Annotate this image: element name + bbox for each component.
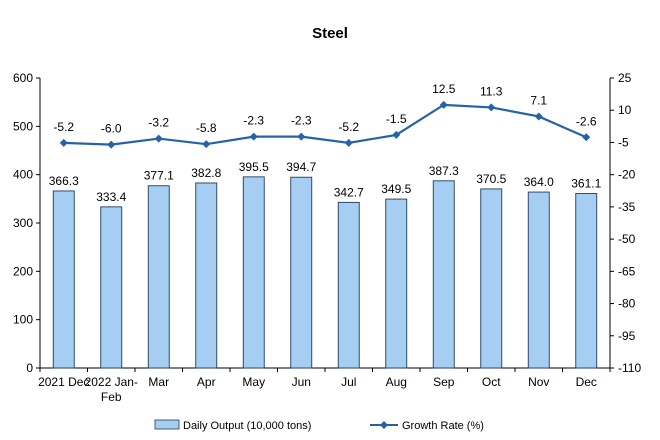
x-tick-label: 2021 Dec xyxy=(38,375,89,389)
y-right-tick-label: 25 xyxy=(618,71,632,85)
bar-data-label: 395.5 xyxy=(239,160,269,174)
bar-data-label: 377.1 xyxy=(144,169,174,183)
bar-data-label: 366.3 xyxy=(49,174,79,188)
y-left-tick-label: 600 xyxy=(13,71,33,85)
x-tick-label: May xyxy=(242,375,265,389)
bar xyxy=(100,206,123,369)
y-left-tick-label: 400 xyxy=(13,168,33,182)
line-data-label: -2.3 xyxy=(243,114,264,128)
line-point-marker xyxy=(202,140,211,149)
y-left-tick-label: 100 xyxy=(13,313,33,327)
y-right-tick-label: 10 xyxy=(618,103,632,117)
x-tick-label: Mar xyxy=(148,375,169,389)
y-right-tick-label: -50 xyxy=(618,232,636,246)
line-data-label: -5.8 xyxy=(196,121,217,135)
bar-data-label: 364.0 xyxy=(524,175,554,189)
legend-bar-label: Daily Output (10,000 tons) xyxy=(183,420,311,432)
bar-data-label: 370.5 xyxy=(476,172,506,186)
bar-data-label: 349.5 xyxy=(381,182,411,196)
y-right-tick-label: -35 xyxy=(618,200,636,214)
line-point-marker xyxy=(487,103,496,112)
line-data-label: 7.1 xyxy=(530,93,547,107)
line-point-marker xyxy=(297,132,306,141)
line-point-marker xyxy=(249,132,258,141)
line-data-label: 11.3 xyxy=(480,84,503,98)
bar xyxy=(432,180,455,369)
bar xyxy=(575,193,598,369)
y-right-tick-label: -5 xyxy=(618,135,629,149)
line-point-marker xyxy=(392,130,401,139)
y-right-tick-label: -95 xyxy=(618,329,636,343)
axes: 0 100 200 300 400 500 600 25 10 -5 -20 -35 -50 -65 -80… xyxy=(13,71,641,404)
x-tick-label: Apr xyxy=(197,375,216,389)
y-left-tick-label: 200 xyxy=(13,264,33,278)
line-data-label: -3.2 xyxy=(148,116,169,130)
bar xyxy=(147,185,170,369)
chart-title: Steel xyxy=(312,25,348,42)
line-point-marker xyxy=(59,138,68,147)
line-point-marker xyxy=(582,133,591,142)
bar-data-label: 342.7 xyxy=(334,185,364,199)
x-tick-label: Oct xyxy=(482,375,501,389)
line-data-label: -1.5 xyxy=(386,112,407,126)
x-tick-label: Aug xyxy=(386,375,407,389)
bar xyxy=(527,191,550,369)
growth-rate-line xyxy=(63,103,587,146)
bar-data-label: 361.1 xyxy=(571,176,601,190)
y-left-tick-label: 300 xyxy=(13,216,33,230)
legend-line-label: Growth Rate (%) xyxy=(402,420,484,432)
bar xyxy=(337,201,360,369)
x-tick-label: Jun xyxy=(292,375,311,389)
line-point-marker xyxy=(534,112,543,121)
bar-data-label: 394.7 xyxy=(286,160,316,174)
line-data-label: -2.6 xyxy=(576,114,597,128)
bar xyxy=(52,190,75,369)
x-tick-label: Dec xyxy=(576,375,597,389)
bar xyxy=(385,198,408,369)
x-tick-label: Jul xyxy=(341,375,356,389)
bar xyxy=(480,188,503,369)
line-point-marker xyxy=(439,100,448,109)
bar-data-labels: 366.3 333.4 377.1 382.8 395.5 394.7 342.7 349.5… xyxy=(49,160,602,204)
legend: Daily Output (10,000 tons) Growth Rate (… xyxy=(154,419,484,432)
bar-data-label: 387.3 xyxy=(429,164,459,178)
line-data-label: -5.2 xyxy=(53,120,74,134)
bar-series xyxy=(52,176,598,369)
legend-bar-swatch xyxy=(154,419,180,430)
y-right-tick-label: -20 xyxy=(618,168,636,182)
line-data-label: -2.3 xyxy=(291,114,312,128)
line-data-label: -5.2 xyxy=(338,120,359,134)
bar xyxy=(195,182,218,369)
line-data-labels: -5.2 -6.0 -3.2 -5.8 -2.3 -2.3 -5.2 -1.5 12.5 11.3… xyxy=(53,82,597,136)
y-right-tick-label: -110 xyxy=(618,361,641,375)
x-tick-label: Sep xyxy=(433,375,455,389)
legend-line-marker xyxy=(380,421,388,429)
line-series xyxy=(59,100,591,149)
y-right-tick-label: -65 xyxy=(618,264,636,278)
bar-data-label: 333.4 xyxy=(96,190,126,204)
line-point-marker xyxy=(344,138,353,147)
x-tick-label: Nov xyxy=(528,375,549,389)
bar xyxy=(290,176,313,369)
y-left-tick-label: 500 xyxy=(13,119,33,133)
line-data-label: 12.5 xyxy=(432,82,456,96)
y-right-tick-label: -80 xyxy=(618,297,636,311)
bar-data-label: 382.8 xyxy=(191,166,221,180)
y-left-tick-label: 0 xyxy=(26,361,33,375)
line-point-marker xyxy=(107,140,116,149)
line-data-label: -6.0 xyxy=(101,122,122,136)
x-tick-label: 2022 Jan-Feb xyxy=(85,375,138,404)
line-point-marker xyxy=(154,134,163,143)
bar xyxy=(242,176,265,369)
